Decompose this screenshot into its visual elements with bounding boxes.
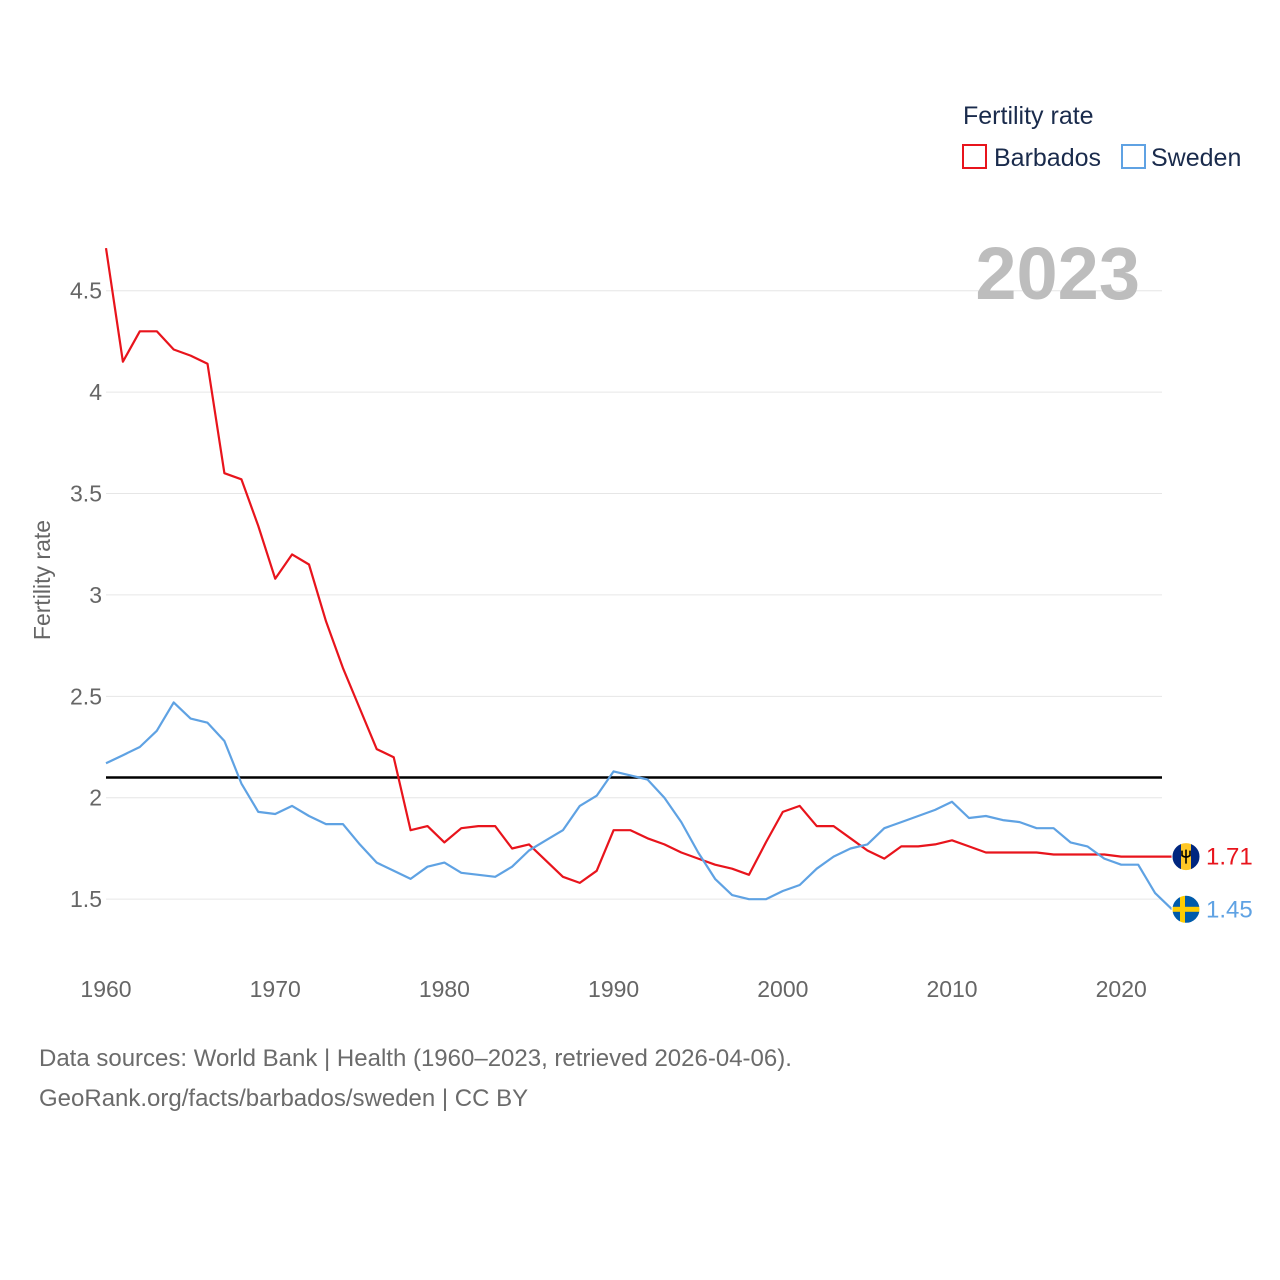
legend-title: Fertility rate bbox=[963, 102, 1094, 130]
series-lines bbox=[104, 247, 1173, 911]
legend-item-sweden[interactable]: Sweden bbox=[1121, 144, 1241, 172]
y-tick-label: 1.5 bbox=[70, 886, 102, 912]
legend-item-barbados[interactable]: Barbados bbox=[962, 144, 1101, 172]
sweden-flag-icon bbox=[1172, 895, 1200, 924]
y-tick-label: 4 bbox=[89, 379, 102, 405]
legend-swatch-sweden bbox=[1121, 144, 1146, 169]
end-value-sweden: 1.45 bbox=[1206, 896, 1253, 923]
attribution-link[interactable]: GeoRank.org/facts/barbados/sweden | CC B… bbox=[39, 1085, 529, 1112]
legend-swatch-barbados bbox=[962, 144, 987, 169]
x-tick-label: 2020 bbox=[1096, 976, 1147, 1002]
end-marker-barbados: 1.71 bbox=[1171, 842, 1253, 872]
x-axis: 1960 1970 1980 1990 2000 2010 2020 bbox=[80, 976, 1146, 1002]
x-tick-label: 1990 bbox=[588, 976, 639, 1002]
end-marker-sweden: 1.45 bbox=[1171, 894, 1253, 924]
y-axis-title: Fertility rate bbox=[29, 520, 55, 640]
y-tick-label: 2.5 bbox=[70, 683, 102, 709]
series-end-markers: 1.71 1.45 bbox=[1171, 842, 1253, 924]
y-tick-label: 3.5 bbox=[70, 481, 102, 507]
end-value-barbados: 1.71 bbox=[1206, 844, 1253, 871]
y-axis: 1.5 2 2.5 3 3.5 4 4.5 bbox=[70, 278, 102, 912]
x-tick-label: 2010 bbox=[926, 976, 977, 1002]
current-year-label: 2023 bbox=[975, 232, 1140, 315]
legend-label-barbados: Barbados bbox=[994, 144, 1101, 172]
series-line-sweden[interactable] bbox=[105, 701, 1173, 911]
barbados-flag-icon bbox=[1172, 842, 1200, 871]
x-tick-label: 1970 bbox=[250, 976, 301, 1002]
legend: Fertility rate Barbados Sweden bbox=[962, 102, 1241, 172]
legend-label-sweden: Sweden bbox=[1151, 144, 1241, 172]
x-tick-label: 1960 bbox=[80, 976, 131, 1002]
data-source-text: Data sources: World Bank | Health (1960–… bbox=[39, 1045, 792, 1072]
y-tick-label: 2 bbox=[89, 785, 102, 811]
x-tick-label: 1980 bbox=[419, 976, 470, 1002]
y-tick-label: 3 bbox=[89, 582, 102, 608]
series-line-barbados[interactable] bbox=[104, 247, 1172, 885]
y-tick-label: 4.5 bbox=[70, 278, 102, 304]
x-tick-label: 2000 bbox=[757, 976, 808, 1002]
grid-lines bbox=[106, 290, 1162, 900]
